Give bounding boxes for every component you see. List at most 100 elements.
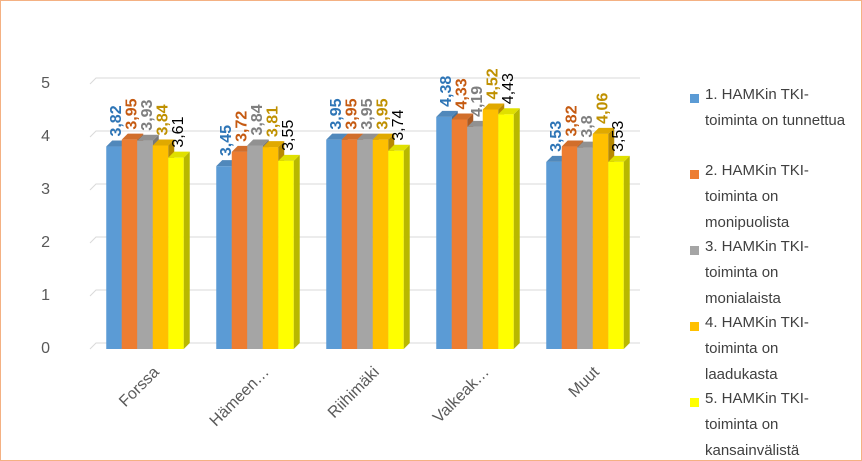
bar-side [623,155,630,349]
data-label: 3,95 [328,98,345,129]
bar-front [561,146,578,349]
data-label: 3,81 [265,106,282,137]
legend-label: 2. HAMKin TKI-toiminta on monipuolista [705,162,809,231]
bar-front [341,139,358,349]
bar-front [546,161,562,349]
legend-entry: 1. HAMKin TKI-toiminta on tunnettua [705,86,846,129]
data-label: 4,38 [438,76,455,107]
data-label: 3,95 [359,98,376,129]
bar-top [498,108,520,115]
bar-top [451,113,474,120]
bar-top [357,133,379,140]
data-label: 3,55 [280,120,297,151]
legend-label: 1. HAMKin TKI-toiminta on tunnettua [705,86,846,129]
data-label: 3,8 [579,115,596,137]
legend-swatch [690,398,699,407]
bar-top [247,139,269,146]
y-tick-label: 3 [41,181,50,198]
bar-side [183,151,190,349]
data-label: 3,53 [548,121,565,152]
bar-front [608,161,624,349]
data-label: 3,82 [564,105,581,136]
legend-label: 4. HAMKin TKI-toiminta on laadukasta [705,314,809,383]
data-label: 4,43 [500,73,517,104]
y-tick-label: 0 [41,340,50,357]
bar-side [403,144,410,349]
bar-top [592,127,615,134]
legend-label: 5. HAMKin TKI-toiminta on kansainvälistä [705,390,809,459]
bar-top [341,133,364,140]
bar-front [326,139,342,349]
bar-front [372,139,389,349]
data-label: 3,84 [249,104,266,135]
bar [608,155,630,349]
bar-front [451,119,468,349]
bar-front [577,147,593,349]
data-label: 3,53 [610,121,627,152]
legend-swatch [690,170,699,179]
legend-label: 3. HAMKin TKI-toiminta on monialaista [705,238,809,307]
bar-front [498,114,514,350]
bar [168,151,190,349]
data-label: 4,06 [595,93,612,124]
y-tick-label: 1 [41,287,50,304]
bar-top [326,133,348,140]
y-tick-label: 5 [41,75,50,92]
data-label: 3,95 [124,98,141,129]
bar-front [436,116,452,349]
legend-swatch [690,246,699,255]
bar-front [592,133,609,349]
data-label: 3,82 [108,105,125,136]
bar-front [388,150,404,349]
data-label: 3,84 [155,104,172,135]
bar [498,108,520,350]
bar-top [137,134,159,141]
y-tick-label: 4 [41,128,50,145]
bar-front [482,109,499,349]
bar-front [357,139,373,349]
bar-top [608,155,630,162]
bar-top [121,133,144,140]
bar-side [513,108,520,350]
grid-line [89,77,640,85]
data-label: 3,61 [170,116,187,147]
bar-top [436,110,458,117]
legend-entry: 5. HAMKin TKI-toiminta on kansainvälistä [705,390,809,459]
data-label: 3,93 [139,99,156,130]
bar-front [467,126,483,350]
bar-front [168,157,184,349]
legend-swatch [690,94,699,103]
bar-top [152,139,175,146]
y-tick-label: 2 [41,234,50,251]
legend-entry: 4. HAMKin TKI-toiminta on laadukasta [705,314,809,383]
bar [278,154,300,349]
bar-front [152,145,169,349]
bar-side [293,154,300,349]
data-label: 4,19 [469,86,486,117]
data-label: 3,95 [344,98,361,129]
bar-top [372,133,395,140]
bar-front [247,145,263,349]
bar-top [561,140,584,147]
data-label: 4,33 [454,78,471,109]
bar-front [231,151,248,349]
bar-top [278,154,300,161]
data-label: 4,52 [485,68,502,99]
bar-front [278,160,294,349]
bar-top [388,144,410,151]
data-label: 3,95 [375,98,392,129]
bar-top [482,103,505,110]
bar-front [106,146,122,349]
bar [388,144,410,349]
bar-top [168,151,190,158]
bar-front [216,166,232,349]
bar-front [262,147,279,349]
bar-front [137,140,153,349]
bar-top [262,141,285,148]
legend-swatch [690,322,699,331]
data-label: 3,72 [234,111,251,142]
legend-entry: 3. HAMKin TKI-toiminta on monialaista [705,238,809,307]
bar-front [121,139,138,349]
data-label: 3,74 [390,110,407,141]
